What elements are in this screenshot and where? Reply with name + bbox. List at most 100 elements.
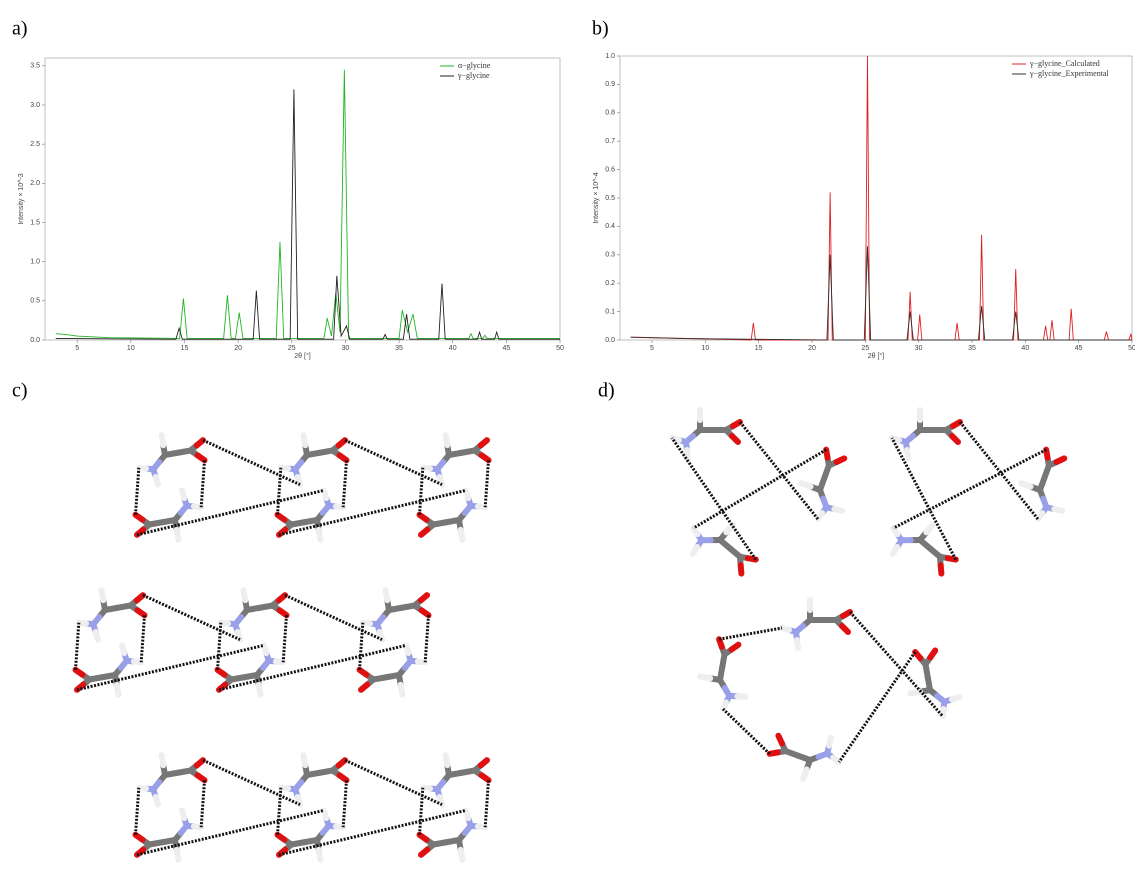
bond: [937, 562, 945, 577]
hydrogen-bond: [275, 467, 283, 515]
bond: [260, 642, 270, 657]
bond: [766, 749, 781, 757]
bond: [418, 607, 432, 619]
hydrogen-bond: [136, 488, 325, 537]
hydrogen-bond: [692, 448, 827, 530]
bond: [72, 666, 86, 678]
y-tick-label: 0.5: [605, 195, 615, 202]
hydrogen-bond: [275, 787, 283, 835]
x-tick-label: 10: [127, 345, 135, 352]
y-tick-label: 3.0: [30, 102, 40, 109]
y-tick-label: 0.7: [605, 138, 615, 145]
x-axis-label: 2θ [°]: [294, 352, 310, 360]
bond: [158, 432, 167, 449]
hydrogen-bond: [890, 437, 958, 561]
y-tick-label: 0.0: [30, 337, 40, 344]
bond: [397, 681, 406, 698]
bond: [728, 641, 742, 653]
bond: [833, 455, 848, 465]
bond: [336, 772, 350, 784]
bond: [417, 592, 431, 604]
bond: [416, 511, 430, 523]
hydrogen-bond: [136, 808, 325, 857]
bond: [152, 473, 162, 488]
legend-label: γ−glycine: [457, 71, 490, 80]
bond: [669, 435, 682, 443]
hydrogen-bond: [202, 758, 301, 807]
hydrogen-bond: [284, 593, 383, 642]
plot-frame: [44, 57, 561, 341]
bond: [173, 526, 182, 543]
hydrogen-bond: [281, 615, 289, 663]
bond: [1018, 480, 1034, 490]
hydrogen-bond: [670, 437, 758, 561]
bond: [478, 772, 492, 784]
hydrogen-bond: [892, 448, 1047, 530]
hydrogen-bond: [344, 758, 443, 807]
bond: [193, 437, 207, 449]
hydrogen-bond: [483, 780, 491, 828]
bond: [240, 587, 249, 604]
bond: [927, 647, 939, 661]
hydrogen-bond: [483, 460, 491, 508]
hydrogen-bond: [278, 808, 467, 857]
bond: [826, 734, 834, 749]
y-tick-label: 0.6: [605, 166, 615, 173]
hydrogen-bond: [848, 611, 944, 718]
bond: [158, 752, 167, 769]
bond: [255, 681, 264, 698]
hydrogen-bond: [721, 707, 771, 755]
bond: [417, 846, 431, 858]
bond: [194, 452, 208, 464]
bond: [274, 511, 288, 523]
bond: [889, 435, 902, 443]
bond: [477, 437, 491, 449]
y-tick-label: 2.0: [30, 180, 40, 187]
bond: [194, 772, 208, 784]
panel-label: b): [592, 18, 609, 40]
y-tick-label: 0.4: [605, 223, 615, 230]
y-tick-label: 0.5: [30, 298, 40, 305]
y-tick-label: 0.8: [605, 110, 615, 117]
hydrogen-bond: [73, 622, 81, 670]
x-axis-label: 2θ [°]: [868, 352, 884, 360]
hydrogen-bond: [278, 488, 467, 537]
bond: [779, 625, 792, 633]
x-tick-label: 40: [1021, 345, 1029, 352]
series-line: [630, 246, 1132, 341]
panel-label: a): [12, 18, 28, 40]
y-tick-label: 2.5: [30, 141, 40, 148]
legend-label: α−glycine: [458, 61, 491, 70]
bond: [831, 506, 846, 514]
x-tick-label: 40: [449, 345, 457, 352]
bond: [720, 699, 730, 712]
hydrogen-bond: [341, 460, 349, 508]
x-tick-label: 45: [502, 345, 510, 352]
bond: [118, 642, 128, 657]
bond: [178, 487, 188, 502]
bond: [1053, 455, 1068, 465]
x-tick-label: 50: [1128, 345, 1135, 352]
bond: [1051, 506, 1066, 514]
panel-label: c): [12, 380, 28, 402]
hydrogen-bond: [218, 643, 407, 692]
hydrogen-bond: [142, 593, 241, 642]
hydrogen-bond: [133, 467, 141, 515]
bond: [775, 732, 785, 747]
hydrogen-bond: [139, 615, 147, 663]
bond: [723, 521, 736, 536]
bond: [904, 447, 911, 461]
y-tick-label: 3.5: [30, 63, 40, 70]
y-tick-label: 0.2: [605, 280, 615, 287]
series-line: [55, 89, 560, 340]
hydrogen-bond: [837, 651, 917, 763]
bond: [907, 688, 924, 697]
bond: [840, 609, 853, 619]
x-tick-label: 15: [755, 345, 763, 352]
bond: [133, 592, 147, 604]
hydrogen-bond: [738, 421, 820, 520]
x-tick-label: 25: [861, 345, 869, 352]
bond: [300, 752, 309, 769]
bond: [939, 705, 947, 720]
bond: [949, 433, 961, 445]
